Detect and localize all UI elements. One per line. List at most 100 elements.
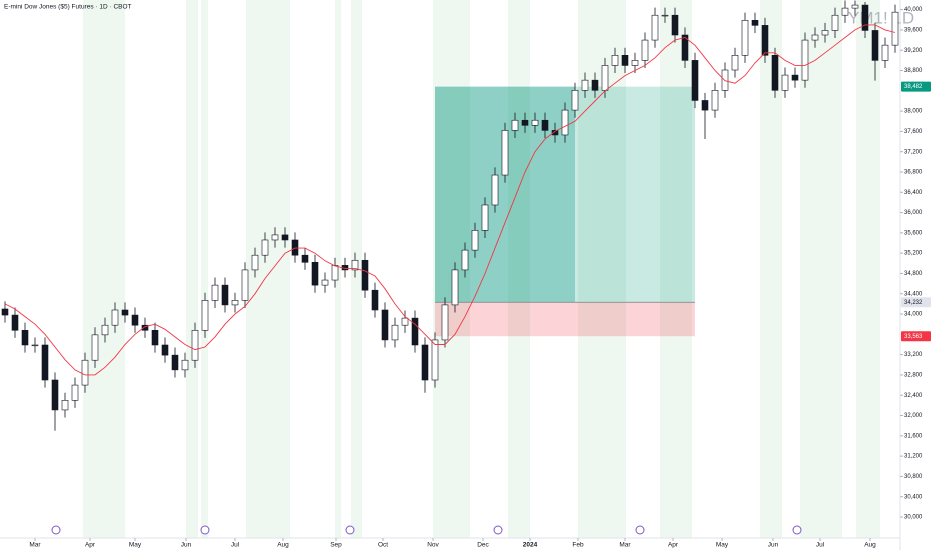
y-tick-label: 36,000 (904, 210, 923, 216)
candle-body (421, 344, 429, 381)
candle-body (81, 359, 89, 386)
candle-body (681, 34, 689, 61)
candle-body (151, 329, 159, 346)
candle-body (111, 309, 119, 326)
session-band (508, 0, 530, 538)
candle-body (861, 4, 869, 31)
candle-body (801, 39, 809, 81)
y-tick-label: 38,800 (904, 68, 923, 74)
session-band (83, 0, 125, 538)
x-tick-label: Dec (477, 542, 489, 549)
y-tick-label: 32,400 (904, 393, 923, 399)
x-tick-label: Feb (572, 542, 584, 549)
y-tick-label: 34,400 (904, 291, 923, 297)
candle-body (381, 309, 389, 341)
candle-body (301, 254, 309, 263)
candle-body (491, 174, 499, 206)
y-tick-label: 40,000 (904, 7, 923, 13)
y-tick-label: 37,600 (904, 129, 923, 135)
x-tick-label: Aug (277, 542, 289, 549)
candle-body (741, 19, 749, 56)
candle-body (821, 30, 829, 36)
candle-body (751, 19, 759, 26)
candle-body (31, 344, 39, 347)
candle-body (201, 300, 209, 331)
x-tick-label: May (716, 542, 729, 549)
chart-title: E-mini Dow Jones ($5) Futures · 1D · CBO… (4, 4, 132, 11)
candle-body (841, 7, 849, 16)
x-tick-label: Jun (768, 542, 779, 549)
candle-body (761, 25, 769, 56)
x-tick-label: Apr (85, 542, 96, 549)
candle-body (551, 130, 559, 136)
candle-body (231, 300, 239, 306)
candle-body (781, 74, 789, 91)
event-markers (51, 525, 802, 535)
candle-body (411, 317, 419, 346)
candle-body (641, 39, 649, 61)
candle-body (171, 354, 179, 371)
candle-body (21, 329, 29, 346)
x-tick-label: Sep (330, 542, 342, 549)
candle-body (731, 55, 739, 71)
x-tick-label: Jul (231, 542, 240, 549)
y-tick-label: 34,000 (904, 312, 923, 318)
session-band (201, 0, 208, 538)
candle-body (221, 284, 229, 306)
candle-body (651, 14, 659, 41)
candle-body (621, 55, 629, 66)
candle-body (131, 314, 139, 326)
candle-body (591, 79, 599, 91)
y-tick-label: 31,200 (904, 454, 923, 460)
candle-body (51, 379, 59, 411)
candles (1, 0, 899, 431)
candle-body (281, 234, 289, 241)
event-marker[interactable] (51, 525, 61, 535)
y-tick-label: 36,800 (904, 170, 923, 176)
y-tick-label: 39,200 (904, 48, 923, 54)
y-tick-label: 38,000 (904, 109, 923, 115)
candle-body (541, 119, 549, 131)
candle-body (481, 204, 489, 231)
event-marker[interactable] (635, 525, 645, 535)
price-tag-label: 38,482 (904, 84, 923, 90)
y-tick-label: 36,400 (904, 190, 923, 196)
x-tick-label: Mar (619, 542, 631, 549)
candle-body (311, 261, 319, 286)
moving-average (4, 24, 896, 376)
y-tick-label: 30,000 (904, 515, 923, 521)
candle-body (811, 34, 819, 41)
event-marker[interactable] (493, 525, 503, 535)
candle-body (881, 44, 889, 61)
y-tick-label: 34,800 (904, 271, 923, 277)
x-tick-label: Jun (181, 542, 192, 549)
session-band (186, 0, 198, 538)
y-tick-label: 32,000 (904, 413, 923, 419)
y-tick-label: 31,600 (904, 433, 923, 439)
candle-body (361, 259, 369, 291)
candle-body (571, 90, 579, 111)
price-tag-label: 33,563 (904, 334, 923, 340)
candle-body (831, 14, 839, 31)
candle-body (391, 324, 399, 341)
session-band (800, 0, 842, 538)
x-tick-label: Aug (864, 542, 876, 549)
candle-body (61, 399, 69, 411)
candle-body (211, 284, 219, 301)
y-tick-label: 30,800 (904, 474, 923, 480)
candle-body (101, 324, 109, 336)
x-tick-label: 2024 (523, 542, 538, 549)
profit-progress (435, 86, 575, 303)
candle-body (471, 230, 479, 251)
event-marker[interactable] (200, 525, 210, 535)
x-tick-label: Oct (378, 542, 388, 549)
y-tick-label: 35,200 (904, 251, 923, 257)
candle-body (251, 254, 259, 271)
candle-body (1, 308, 9, 316)
event-marker[interactable] (792, 525, 802, 535)
candle-body (441, 304, 449, 341)
candle-body (791, 74, 799, 81)
event-marker[interactable] (345, 525, 355, 535)
candle-body (161, 344, 169, 356)
